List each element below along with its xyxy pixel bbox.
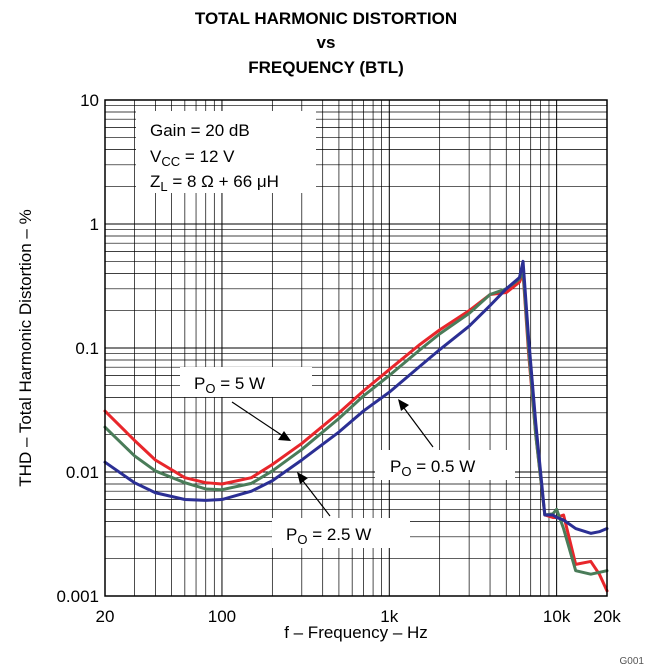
series-layer bbox=[103, 259, 609, 593]
x-tick-label: 1k bbox=[380, 607, 398, 626]
annotation-2-5w-leader bbox=[302, 480, 331, 517]
zl-rest: = 8 Ω + 66 μH bbox=[168, 172, 279, 191]
series-line-2 bbox=[103, 259, 609, 535]
annotation-0-5w-leader bbox=[403, 407, 434, 448]
conditions-box: Gain = 20 dB VCC = 12 V ZL = 8 Ω + 66 μH bbox=[136, 111, 316, 194]
y-tick-label: 0.01 bbox=[66, 463, 99, 482]
x-tick-label: 100 bbox=[208, 607, 236, 626]
vcc-rest: = 12 V bbox=[180, 147, 235, 166]
gain-label: Gain = 20 dB bbox=[150, 121, 250, 140]
figure-code: G001 bbox=[620, 656, 645, 667]
p25-main: P bbox=[286, 525, 297, 544]
annotation-2-5w: PO = 2.5 W bbox=[272, 472, 410, 548]
plot-frame bbox=[104, 99, 608, 597]
vcc-label: VCC = 12 V bbox=[150, 147, 235, 169]
p5-rest: = 5 W bbox=[215, 374, 265, 393]
annotation-5w-background bbox=[180, 367, 312, 397]
p05-sub: O bbox=[401, 464, 411, 479]
annotation-2-5w-arrowhead bbox=[297, 472, 308, 484]
y-axis-label: THD – Total Harmonic Distortion – % bbox=[16, 209, 35, 486]
annotation-0-5w-arrowhead bbox=[398, 399, 409, 411]
zl-label: ZL = 8 Ω + 66 μH bbox=[150, 172, 279, 194]
annotation-2-5w-label: PO = 2.5 W bbox=[286, 525, 371, 547]
p25-rest: = 2.5 W bbox=[307, 525, 371, 544]
x-axis-label: f – Frequency – Hz bbox=[284, 623, 428, 642]
annotation-5w-arrowhead bbox=[278, 431, 291, 441]
p25-sub: O bbox=[297, 532, 307, 547]
y-tick-label: 1 bbox=[90, 215, 99, 234]
conditions-background bbox=[136, 111, 316, 193]
vcc-main: V bbox=[150, 147, 162, 166]
p05-main: P bbox=[390, 457, 401, 476]
annotation-0-5w-label: PO = 0.5 W bbox=[390, 457, 475, 479]
annotation-5w-label: PO = 5 W bbox=[194, 374, 265, 396]
y-tick-label: 10 bbox=[80, 91, 99, 110]
annotation-5w: PO = 5 W bbox=[180, 367, 312, 441]
zl-main: Z bbox=[150, 172, 160, 191]
annotation-5w-leader bbox=[231, 401, 284, 437]
chart-title-line-2: vs bbox=[317, 33, 336, 52]
annotation-2-5w-background bbox=[272, 518, 410, 548]
p5-main: P bbox=[194, 374, 205, 393]
y-tick-label: 0.001 bbox=[56, 587, 99, 606]
annotation-0-5w-background bbox=[375, 450, 515, 480]
zl-sub: L bbox=[160, 179, 167, 194]
chart-title-line-3: FREQUENCY (BTL) bbox=[248, 58, 404, 77]
chart-title-line-1: TOTAL HARMONIC DISTORTION bbox=[195, 9, 457, 28]
x-tick-label: 20k bbox=[593, 607, 621, 626]
vcc-sub: CC bbox=[161, 154, 180, 169]
series-line-1 bbox=[103, 269, 609, 576]
y-tick-label: 0.1 bbox=[75, 339, 99, 358]
tick-labels: 20 100 1k 10k 20k 10 1 0.1 0.01 0.001 bbox=[56, 91, 621, 626]
annotation-0-5w: PO = 0.5 W bbox=[375, 399, 515, 480]
p05-rest: = 0.5 W bbox=[411, 457, 475, 476]
x-tick-label: 10k bbox=[543, 607, 571, 626]
x-tick-label: 20 bbox=[96, 607, 115, 626]
p5-sub: O bbox=[205, 381, 215, 396]
